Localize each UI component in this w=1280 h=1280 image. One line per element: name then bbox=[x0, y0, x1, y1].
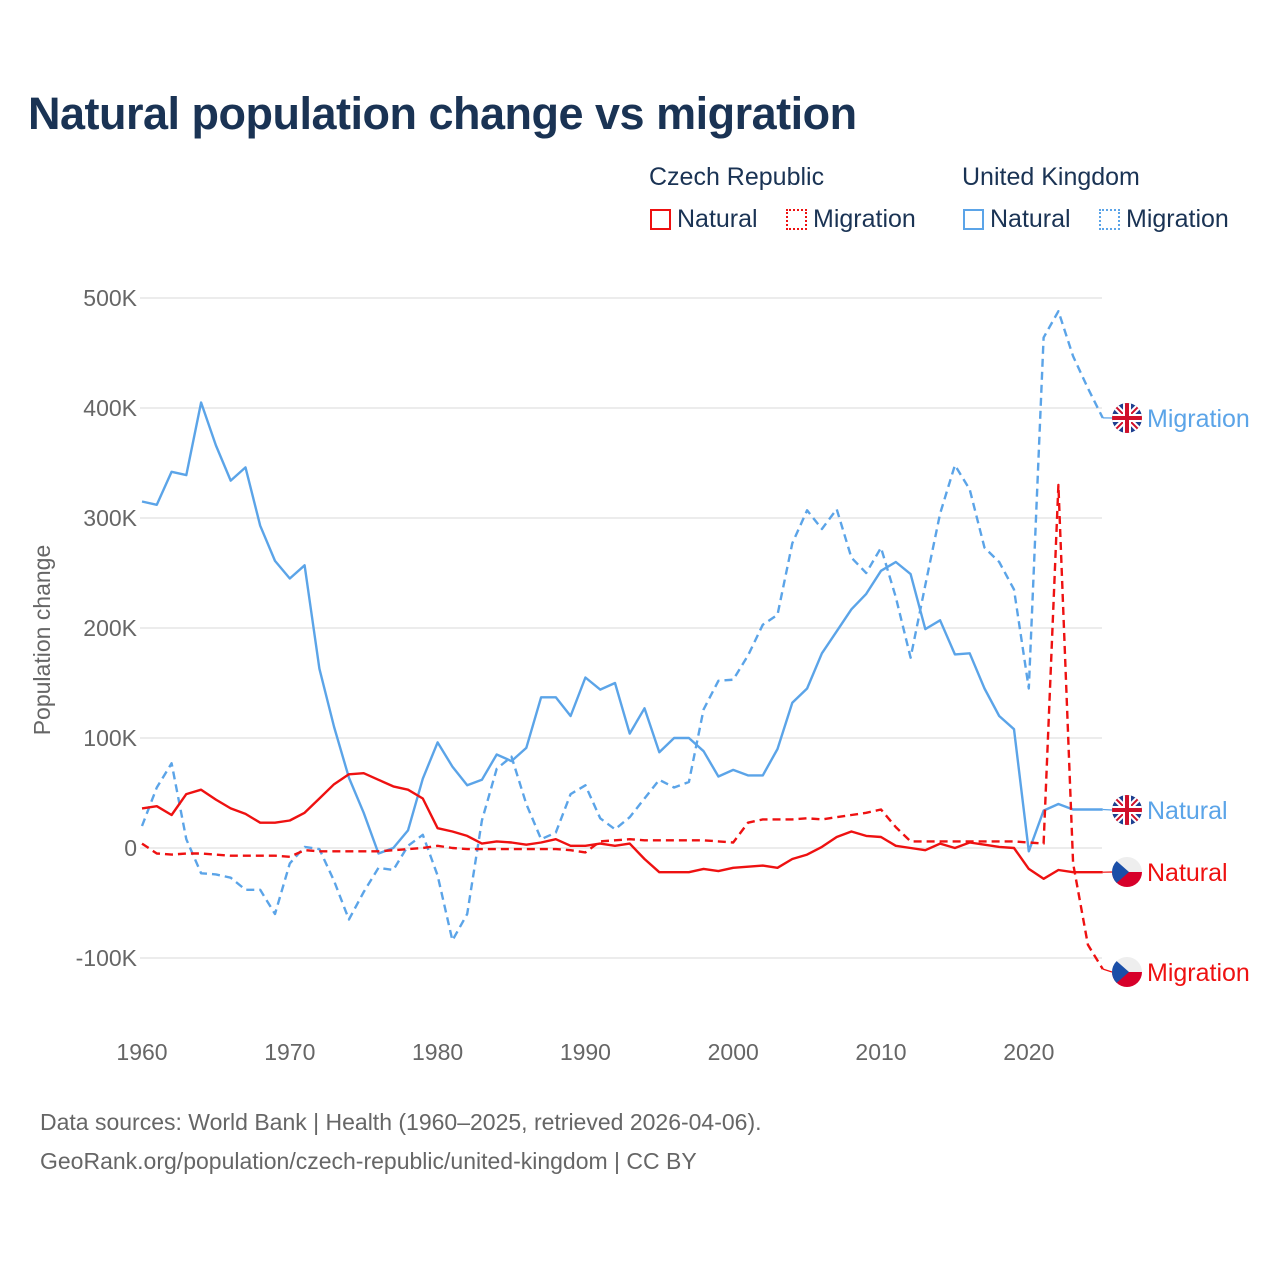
legend-uk-migration[interactable]: Migration bbox=[1099, 205, 1229, 234]
y-tick-label: 300K bbox=[83, 505, 137, 531]
legend-swatch-dashed bbox=[786, 209, 807, 230]
czech-flag-icon bbox=[1112, 957, 1142, 987]
x-tick-label: 1970 bbox=[264, 1039, 315, 1065]
czech-flag-icon bbox=[1112, 857, 1142, 887]
x-tick-label: 1980 bbox=[412, 1039, 463, 1065]
end-label: Migration bbox=[1147, 959, 1250, 987]
y-tick-label: 100K bbox=[83, 725, 137, 751]
flag-body bbox=[1112, 957, 1142, 987]
flag-cross-red bbox=[1112, 403, 1142, 433]
y-tick-label: 200K bbox=[83, 615, 137, 641]
flag-body bbox=[1112, 403, 1142, 433]
flag-triangle bbox=[1112, 857, 1129, 887]
x-tick-label: 1960 bbox=[116, 1039, 167, 1065]
end-label-connector bbox=[1102, 968, 1113, 973]
legend-label: Migration bbox=[1126, 205, 1229, 233]
legend-label: Natural bbox=[990, 205, 1071, 233]
footer-sources: Data sources: World Bank | Health (1960–… bbox=[40, 1109, 762, 1135]
legend-group-uk: United Kingdom bbox=[962, 163, 1140, 191]
series-line-czech-republic-natural bbox=[141, 772, 1103, 880]
end-label-connector bbox=[1102, 808, 1113, 811]
legend-swatch-dashed bbox=[1099, 209, 1120, 230]
flag-body bbox=[1112, 795, 1142, 825]
legend-cz-migration[interactable]: Migration bbox=[786, 205, 916, 234]
uk-flag-icon bbox=[1112, 403, 1142, 433]
chart-title: Natural population change vs migration bbox=[28, 88, 857, 139]
y-axis-label: Population change bbox=[29, 545, 55, 736]
x-tick-label: 2020 bbox=[1003, 1039, 1054, 1065]
flag-cross-red bbox=[1112, 795, 1142, 825]
flag-body bbox=[1112, 857, 1142, 887]
x-tick-label: 2000 bbox=[708, 1039, 759, 1065]
series-line-czech-republic-migration bbox=[141, 483, 1104, 970]
legend-swatch-solid bbox=[650, 209, 671, 230]
footer-link[interactable]: GeoRank.org/population/czech-republic/un… bbox=[40, 1148, 697, 1174]
x-tick-label: 2010 bbox=[855, 1039, 906, 1065]
legend-cz-natural[interactable]: Natural bbox=[650, 205, 758, 234]
y-tick-label: 400K bbox=[83, 395, 137, 421]
legend-label: Migration bbox=[813, 205, 916, 233]
end-label: Natural bbox=[1147, 859, 1228, 887]
legend-label: Natural bbox=[677, 205, 758, 233]
flag-triangle bbox=[1112, 957, 1129, 987]
uk-flag-icon bbox=[1112, 795, 1142, 825]
y-tick-label: 0 bbox=[124, 835, 137, 861]
series-line-united-kingdom-migration bbox=[140, 310, 1104, 942]
series-line-united-kingdom-natural bbox=[141, 401, 1103, 855]
y-tick-label: 500K bbox=[83, 285, 137, 311]
end-label: Migration bbox=[1147, 405, 1250, 433]
legend-group-czech: Czech Republic bbox=[649, 163, 825, 191]
legend-swatch-solid bbox=[963, 209, 984, 230]
x-tick-label: 1990 bbox=[560, 1039, 611, 1065]
legend-uk-natural[interactable]: Natural bbox=[963, 205, 1071, 234]
end-label: Natural bbox=[1147, 797, 1228, 825]
y-tick-label: -100K bbox=[76, 945, 138, 971]
